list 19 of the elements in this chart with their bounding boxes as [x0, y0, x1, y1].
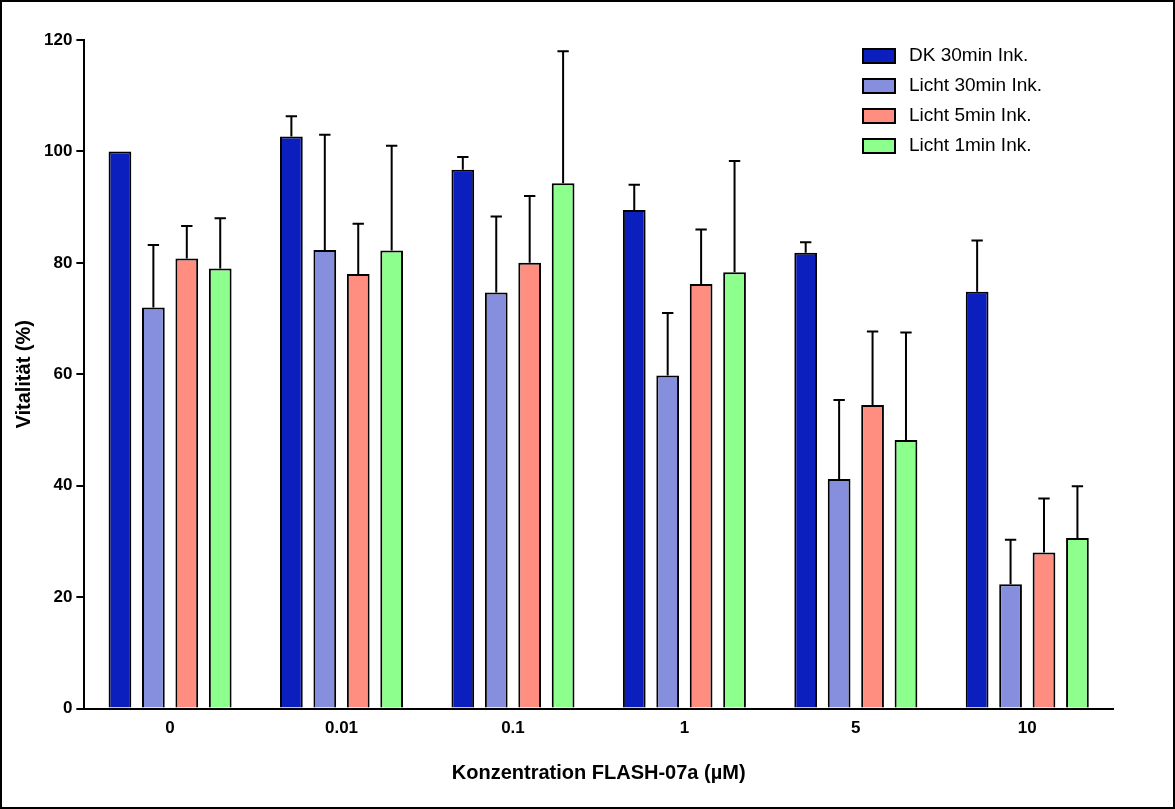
y-axis-title: Vitalität (%) — [11, 320, 34, 429]
y-tick-label: 0 — [62, 698, 73, 718]
legend-label: Licht 30min Ink. — [909, 74, 1043, 96]
y-tick-label: 100 — [43, 141, 73, 161]
legend-label: Licht 5min Ink. — [909, 104, 1032, 126]
y-tick-label: 40 — [53, 475, 73, 495]
x-tick-label: 0.1 — [501, 718, 525, 738]
x-tick-label: 10 — [1017, 718, 1037, 738]
legend-label: DK 30min Ink. — [909, 44, 1029, 66]
x-axis-title: Konzentration FLASH-07a (µM) — [451, 760, 746, 783]
x-tick-label: 5 — [851, 718, 861, 738]
x-tick-label: 1 — [679, 718, 690, 738]
y-tick-label: 120 — [43, 29, 73, 49]
legend-label: Licht 1min Ink. — [909, 134, 1032, 156]
x-tick-label: 0 — [165, 718, 175, 738]
y-tick-label: 60 — [53, 363, 73, 383]
x-tick-label: 0.01 — [324, 718, 359, 738]
y-tick-label: 80 — [53, 252, 73, 272]
y-tick-label: 20 — [53, 586, 73, 606]
